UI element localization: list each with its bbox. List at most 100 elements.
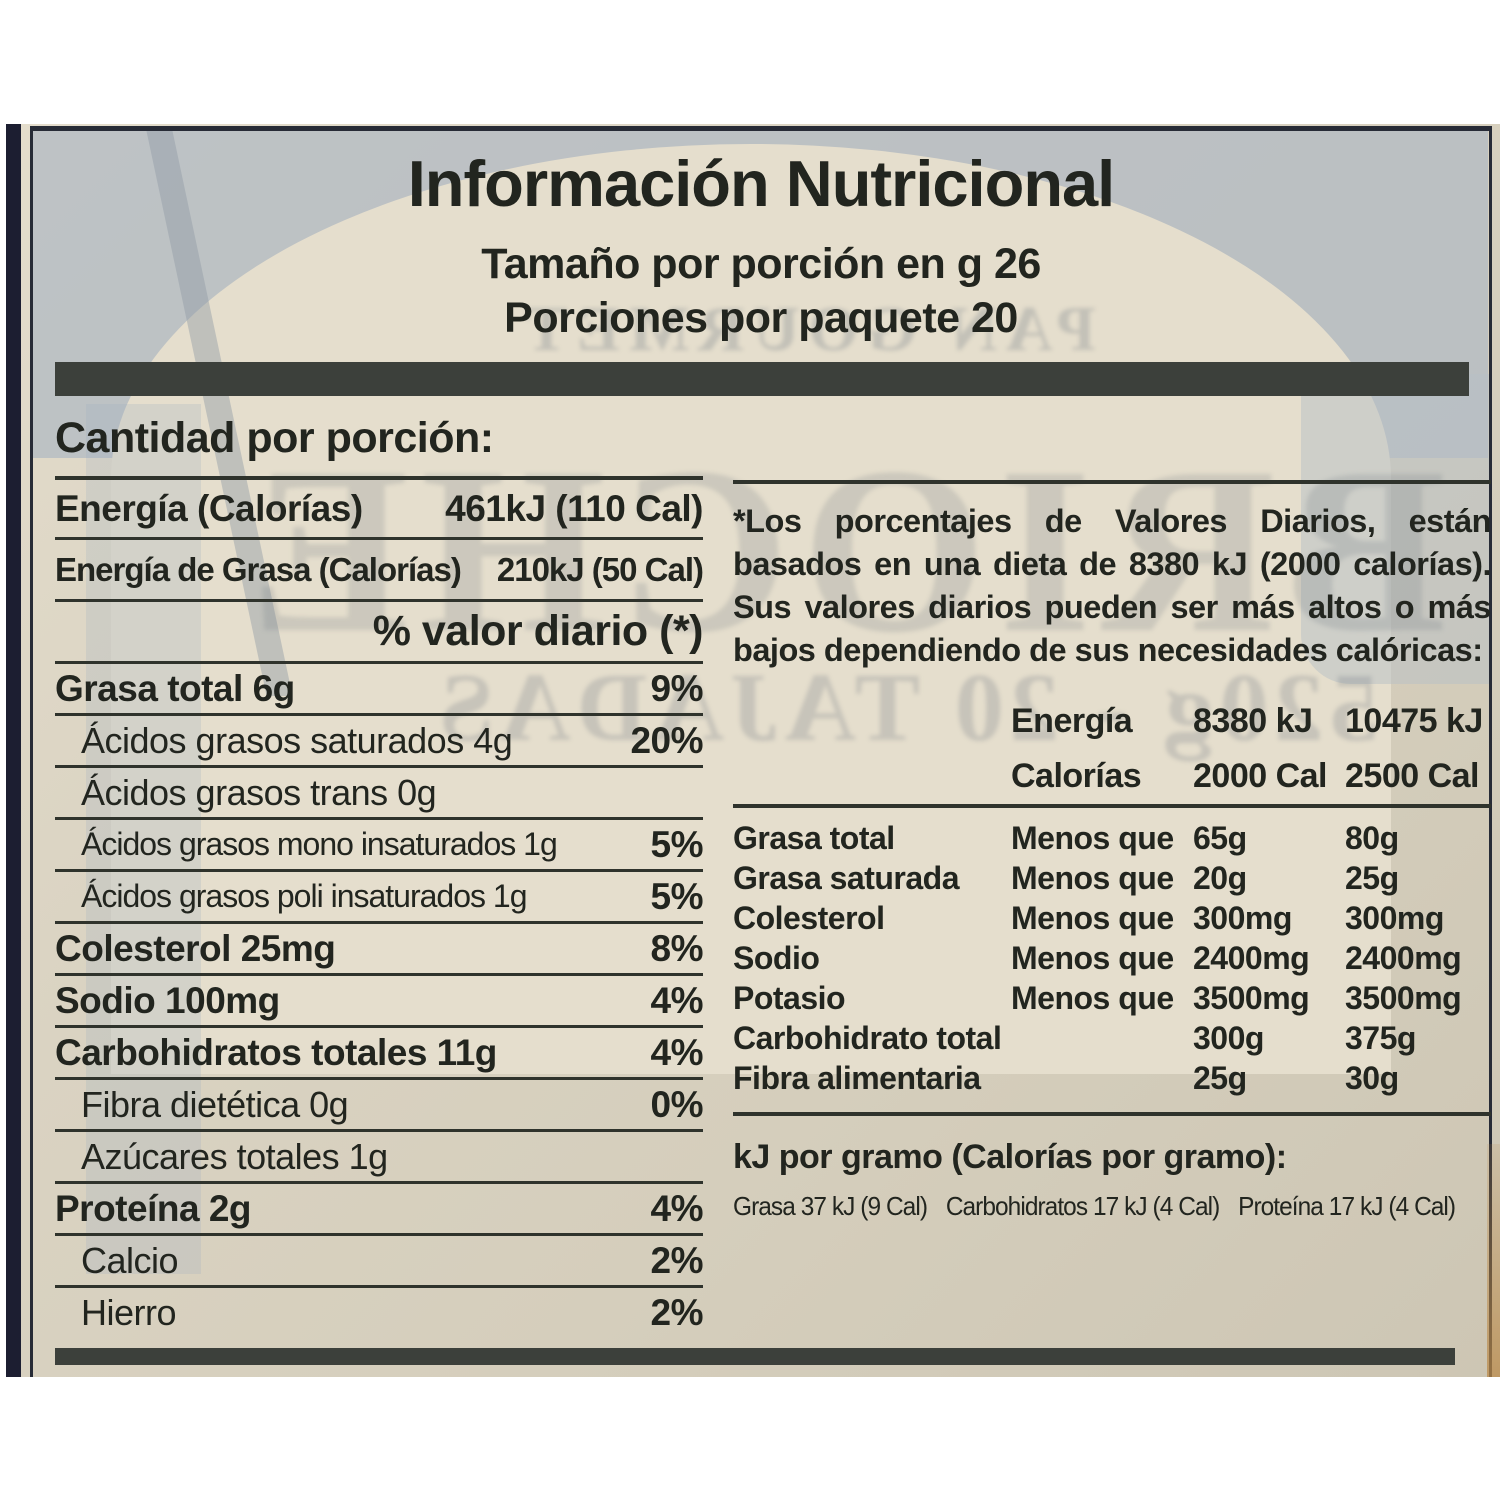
artwork-arch-dome <box>111 144 1391 1074</box>
energy-fat-value: 210kJ (50 Cal) <box>496 550 704 588</box>
nutrient-label: Sodio 100mg <box>55 979 280 1021</box>
nutrient-label: Grasa total 6g <box>55 667 295 709</box>
reference-row-total-fat: Grasa total Menos que 65g 80g <box>733 818 1491 858</box>
ref-col1: 2400mg <box>1193 939 1310 976</box>
nutrient-label: Proteína 2g <box>55 1187 252 1229</box>
ref-label: Calorías <box>1011 757 1142 795</box>
ref-qualifier: Menos que <box>1011 899 1174 936</box>
reference-header-row-calories: Calorías 2000 Cal 2500 Cal <box>733 749 1491 804</box>
nutrient-dv: 0% <box>650 1083 704 1125</box>
reference-row-potassium: Potasio Menos que 3500mg 3500mg <box>733 978 1491 1018</box>
ref-col2: 300mg <box>1345 899 1444 936</box>
ref-label: Colesterol <box>733 899 885 936</box>
ref-label: Energía <box>1011 702 1133 740</box>
ref-label: Carbohidrato total <box>733 1019 1002 1056</box>
daily-value-header: % valor diario (*) <box>55 602 704 664</box>
nutrient-label: Ácidos grasos trans 0g <box>81 771 437 813</box>
nutrient-dv: 4% <box>650 1031 704 1073</box>
ref-col2: 25g <box>1345 859 1399 896</box>
energy-fat-row: Energía de Grasa (Calorías) 210kJ (50 Ca… <box>55 540 704 602</box>
label-title: Información Nutricional <box>407 147 1116 220</box>
reference-header-row-energy: Energía 8380 kJ 10475 kJ <box>733 694 1491 749</box>
daily-values-panel: *Los porcentajes de Valores Diarios, est… <box>733 480 1492 1222</box>
nutrient-row-total-fat: Grasa total 6g 9% <box>55 664 704 716</box>
kj-carbohydrates: Carbohidratos 17 kJ (4 Cal) <box>945 1191 1220 1221</box>
ref-col1: 300mg <box>1193 899 1292 936</box>
package-gold-edge <box>1487 1144 1500 1377</box>
nutrient-row-polyunsaturated-fat: Ácidos grasos poli insaturados 1g 5% <box>55 872 704 924</box>
nutrient-dv: 9% <box>650 667 704 709</box>
divider-bar-top <box>55 362 1469 396</box>
energy-fat-label: Energía de Grasa (Calorías) <box>55 550 462 588</box>
nutrient-label: Ácidos grasos saturados 4g <box>81 719 513 761</box>
nutrient-label: Ácidos grasos poli insaturados 1g <box>81 878 527 914</box>
reference-table-body: Grasa total Menos que 65g 80g Grasa satu… <box>733 818 1491 1098</box>
reference-row-dietary-fiber: Fibra alimentaria 25g 30g <box>733 1058 1491 1098</box>
kj-per-gram-heading: kJ por gramo (Calorías por gramo): <box>733 1138 1287 1176</box>
ref-label: Potasio <box>733 979 846 1016</box>
label-frame <box>30 126 1492 1377</box>
nutrient-row-total-sugars: Azúcares totales 1g <box>55 1132 703 1184</box>
divider-bar-bottom <box>55 1348 1455 1365</box>
ref-col1: 300g <box>1193 1019 1264 1056</box>
ref-col2: 10475 kJ <box>1345 702 1483 740</box>
energy-value: 461kJ (110 Cal) <box>445 487 703 529</box>
nutrient-dv: 4% <box>650 1187 704 1229</box>
ref-qualifier: Menos que <box>1011 819 1174 856</box>
nutrient-row-total-carbohydrate: Carbohidratos totales 11g 4% <box>55 1028 704 1080</box>
nutrient-label: Azúcares totales 1g <box>81 1135 388 1177</box>
ref-col2: 30g <box>1345 1059 1399 1096</box>
nutrient-row-protein: Proteína 2g 4% <box>55 1184 704 1236</box>
ref-qualifier: Menos que <box>1011 979 1174 1016</box>
nutrient-row-trans-fat: Ácidos grasos trans 0g <box>55 768 703 820</box>
ref-col1: 25g <box>1193 1059 1247 1096</box>
reference-table-header: Energía 8380 kJ 10475 kJ Calorías 2000 C… <box>733 694 1491 804</box>
ref-col1: 20g <box>1193 859 1247 896</box>
nutrient-dv: 20% <box>630 719 703 761</box>
nutrient-row-calcium: Calcio 2% <box>55 1236 704 1288</box>
nutrient-row-sodium: Sodio 100mg 4% <box>55 976 704 1028</box>
energy-row: Energía (Calorías) 461kJ (110 Cal) <box>55 480 703 540</box>
ref-label: Fibra alimentaria <box>733 1059 981 1096</box>
nutrient-label: Colesterol 25mg <box>55 927 336 969</box>
reference-row-total-carbohydrate: Carbohidrato total 300g 375g <box>733 1018 1491 1058</box>
artwork-right-band <box>1301 374 1489 684</box>
ref-col1: 3500mg <box>1193 979 1310 1016</box>
kj-per-gram-values: Grasa 37 kJ (9 Cal) Carbohidratos 17 kJ … <box>733 1191 1456 1222</box>
nutrient-dv: 5% <box>650 875 704 917</box>
ref-col2: 2500 Cal <box>1345 757 1480 795</box>
package-edge-strip <box>6 124 21 1377</box>
servings-per-package: Porciones por paquete 20 <box>504 294 1018 342</box>
reference-row-saturated-fat: Grasa saturada Menos que 20g 25g <box>733 858 1491 898</box>
nutrient-row-cholesterol: Colesterol 25mg 8% <box>55 924 704 976</box>
kj-fat: Grasa 37 kJ (9 Cal) <box>733 1191 928 1221</box>
kj-section-divider <box>733 1112 1491 1116</box>
ref-col2: 2400mg <box>1345 939 1462 976</box>
reference-row-sodium: Sodio Menos que 2400mg 2400mg <box>733 938 1491 978</box>
nutrient-row-iron: Hierro 2% <box>55 1288 704 1337</box>
nutrient-label: Fibra dietética 0g <box>81 1083 349 1125</box>
amount-per-serving-panel: Cantidad por porción: Energía (Calorías)… <box>55 400 704 1337</box>
nutrient-label: Ácidos grasos mono insaturados 1g <box>81 826 558 862</box>
nutrient-dv: 5% <box>650 823 704 865</box>
package-photo: PAN GOURMET BRIOCHE 520g - 20 TAJADAS In… <box>6 124 1500 1377</box>
daily-values-footnote: *Los porcentajes de Valores Diarios, est… <box>733 503 1492 668</box>
ref-qualifier: Menos que <box>1011 859 1174 896</box>
nutrient-label: Hierro <box>81 1291 177 1333</box>
ref-label: Sodio <box>733 939 820 976</box>
ref-qualifier: Menos que <box>1011 939 1174 976</box>
ref-col2: 3500mg <box>1345 979 1462 1016</box>
nutrient-dv: 2% <box>650 1291 704 1333</box>
energy-label: Energía (Calorías) <box>55 487 363 529</box>
nutrient-row-monounsaturated-fat: Ácidos grasos mono insaturados 1g 5% <box>55 820 704 872</box>
ref-label: Grasa total <box>733 819 895 856</box>
serving-size: Tamaño por porción en g 26 <box>481 240 1041 288</box>
amount-per-serving-header: Cantidad por porción: <box>55 400 703 480</box>
reference-table-divider <box>733 804 1491 808</box>
nutrient-row-saturated-fat: Ácidos grasos saturados 4g 20% <box>55 716 703 768</box>
nutrient-label: Carbohidratos totales 11g <box>55 1031 497 1073</box>
ref-col1: 2000 Cal <box>1193 757 1328 795</box>
ref-col1: 8380 kJ <box>1193 702 1313 740</box>
ref-col2: 80g <box>1345 819 1399 856</box>
